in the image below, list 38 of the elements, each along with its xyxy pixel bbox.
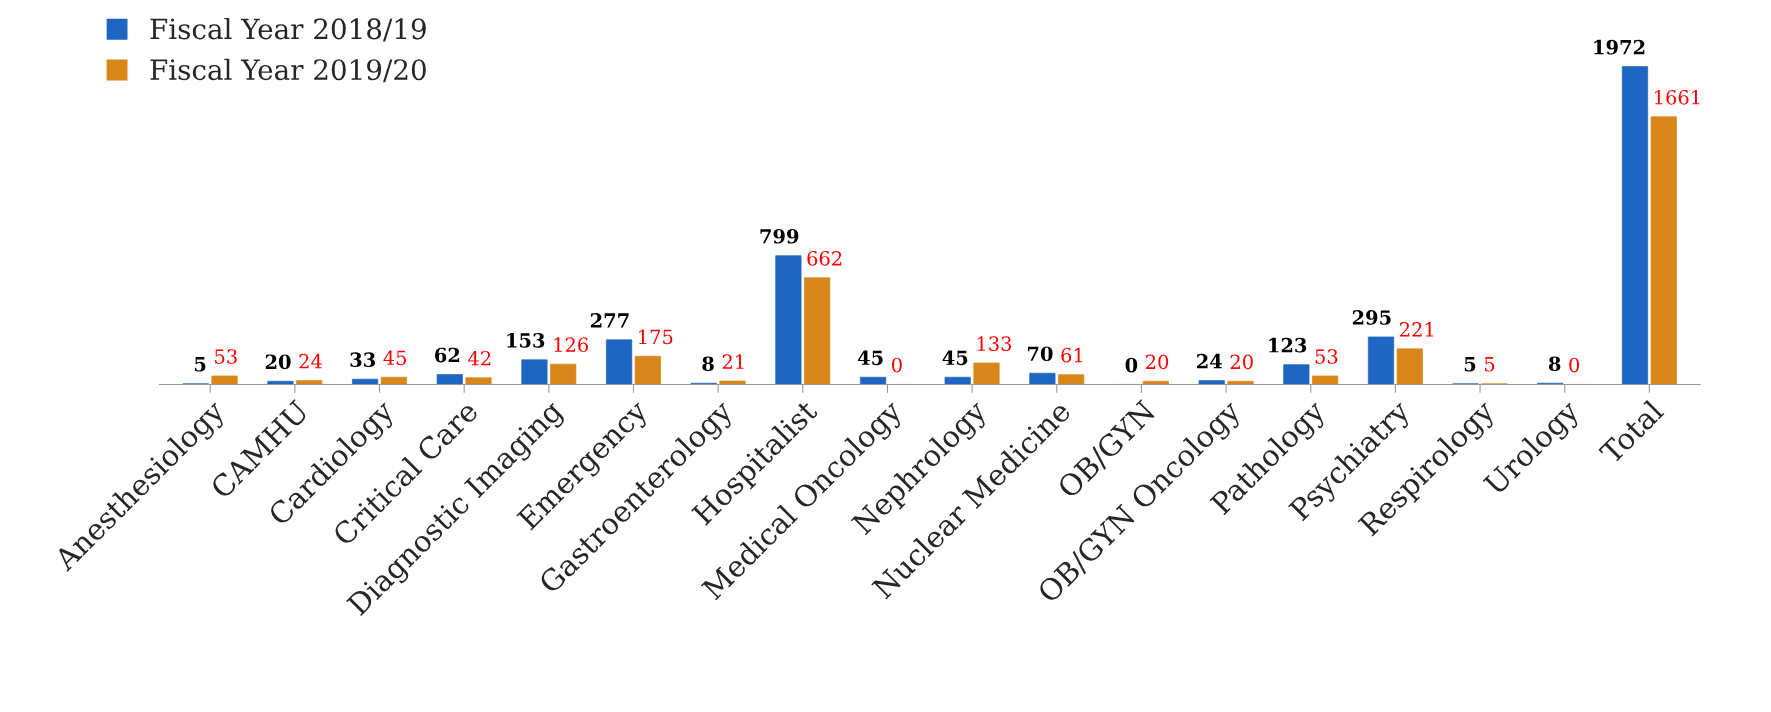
data-label: 70 [1027, 346, 1053, 362]
data-label: 5 [1464, 357, 1476, 372]
data-label: 20 [1230, 354, 1253, 370]
data-label: 0 [1125, 357, 1138, 373]
data-label: 45 [857, 350, 883, 366]
data-label: 8 [1548, 356, 1561, 372]
data-label: 20 [265, 354, 291, 370]
data-label: 20 [1146, 354, 1169, 370]
data-label: 42 [468, 350, 491, 366]
data-label: 45 [942, 350, 968, 366]
data-label: 33 [350, 352, 375, 368]
data-label: 662 [807, 250, 842, 266]
data-label: 123 [1269, 337, 1307, 353]
data-label: 1972 [1594, 39, 1645, 55]
data-label: 62 [435, 347, 460, 363]
data-label: 1661 [1655, 89, 1700, 105]
legend-label: Fiscal Year 2019/20 [150, 58, 426, 83]
data-label: 277 [590, 313, 629, 328]
data-label: 0 [892, 357, 902, 373]
data-label: 133 [977, 336, 1012, 351]
data-label: 175 [639, 329, 673, 345]
data-label: 24 [299, 353, 322, 369]
data-label: 153 [507, 333, 545, 348]
data-label: 221 [1399, 322, 1434, 337]
data-label: 45 [383, 350, 407, 366]
data-label: 799 [760, 228, 799, 244]
data-label: 295 [1352, 310, 1391, 325]
data-label: 53 [215, 349, 237, 364]
data-label: 21 [722, 354, 744, 369]
data-label: 5 [194, 357, 206, 372]
data-label: 53 [1315, 349, 1338, 364]
data-label: 24 [1197, 353, 1222, 369]
legend-label: Fiscal Year 2018/19 [150, 17, 426, 42]
data-label: 126 [554, 337, 588, 353]
data-label: 61 [1061, 347, 1083, 363]
data-label: 8 [702, 356, 714, 372]
data-label: 0 [1569, 357, 1580, 373]
data-label: 5 [1484, 357, 1495, 372]
